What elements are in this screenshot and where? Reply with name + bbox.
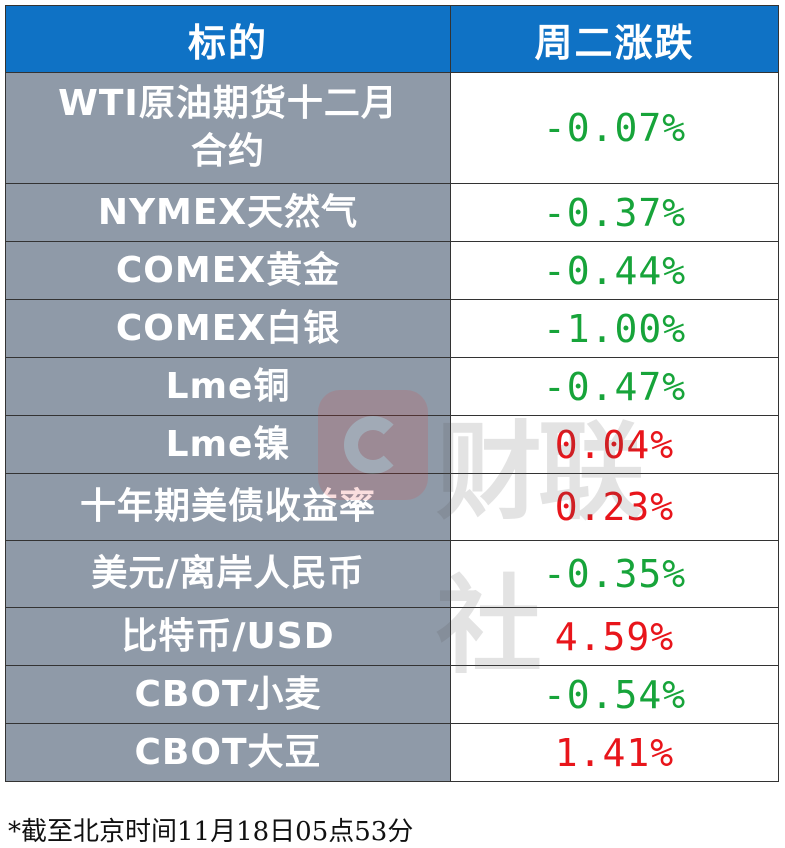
table-row: Lme镍 0.04% bbox=[5, 415, 779, 474]
instrument-name: 十年期美债收益率 bbox=[5, 473, 451, 541]
table-row: Lme铜 -0.47% bbox=[5, 357, 779, 416]
table-row: 比特币/USD 4.59% bbox=[5, 607, 779, 666]
market-table: 标的 周二涨跌 WTI原油期货十二月 合约 -0.07% NYMEX天然气 -0… bbox=[5, 5, 779, 782]
change-value: 4.59% bbox=[450, 607, 779, 666]
instrument-name-line1: WTI原油期货十二月 bbox=[58, 83, 398, 124]
change-value: -0.37% bbox=[450, 183, 779, 242]
change-value: 0.04% bbox=[450, 415, 779, 474]
change-value: -1.00% bbox=[450, 299, 779, 358]
instrument-name: 美元/离岸人民币 bbox=[5, 540, 451, 608]
header-change: 周二涨跌 bbox=[450, 5, 779, 73]
instrument-name: NYMEX天然气 bbox=[5, 183, 451, 242]
table-row: CBOT小麦 -0.54% bbox=[5, 665, 779, 724]
instrument-name: CBOT大豆 bbox=[5, 723, 451, 782]
instrument-name: WTI原油期货十二月 合约 bbox=[5, 72, 451, 184]
table-row: COMEX黄金 -0.44% bbox=[5, 241, 779, 300]
change-value: -0.44% bbox=[450, 241, 779, 300]
instrument-name: CBOT小麦 bbox=[5, 665, 451, 724]
table-row: WTI原油期货十二月 合约 -0.07% bbox=[5, 72, 779, 184]
change-value: 0.23% bbox=[450, 473, 779, 541]
table-row: 美元/离岸人民币 -0.35% bbox=[5, 540, 779, 608]
change-value: 1.41% bbox=[450, 723, 779, 782]
instrument-name-line2: 合约 bbox=[190, 131, 265, 172]
header-instrument: 标的 bbox=[5, 5, 451, 73]
change-value: -0.35% bbox=[450, 540, 779, 608]
table-row: NYMEX天然气 -0.37% bbox=[5, 183, 779, 242]
change-value: -0.54% bbox=[450, 665, 779, 724]
instrument-name: COMEX白银 bbox=[5, 299, 451, 358]
instrument-name: 比特币/USD bbox=[5, 607, 451, 666]
change-value: -0.47% bbox=[450, 357, 779, 416]
instrument-name: COMEX黄金 bbox=[5, 241, 451, 300]
table-header-row: 标的 周二涨跌 bbox=[5, 5, 779, 73]
change-value: -0.07% bbox=[450, 72, 779, 184]
table-row: COMEX白银 -1.00% bbox=[5, 299, 779, 358]
footnote: *截至北京时间11月18日05点53分 bbox=[8, 817, 414, 847]
instrument-name: Lme镍 bbox=[5, 415, 451, 474]
table-row: 十年期美债收益率 0.23% bbox=[5, 473, 779, 541]
table-row: CBOT大豆 1.41% bbox=[5, 723, 779, 782]
instrument-name: Lme铜 bbox=[5, 357, 451, 416]
